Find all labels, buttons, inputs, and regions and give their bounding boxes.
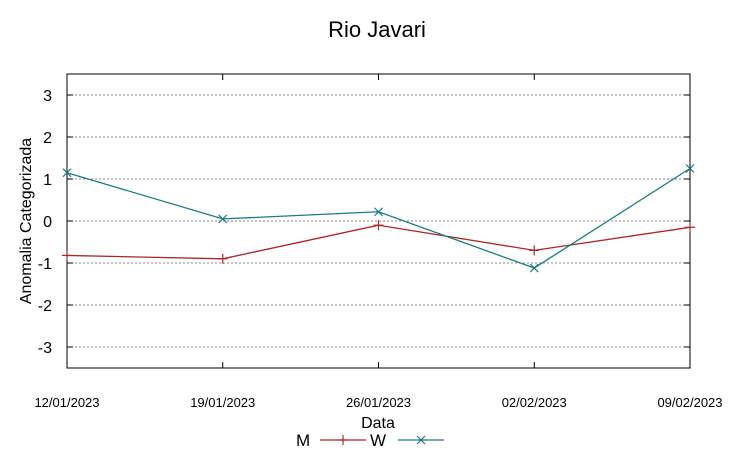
y-tick-label: -1 xyxy=(38,256,52,273)
x-axis-label: Data xyxy=(361,415,395,432)
y-tick-label: -3 xyxy=(38,340,52,357)
x-tick-label: 26/01/2023 xyxy=(346,395,411,410)
y-tick-label: 3 xyxy=(43,88,52,105)
legend-label-w: W xyxy=(370,431,386,450)
y-tick-label: 0 xyxy=(43,214,52,231)
y-axis-label: Anomalia Categorizada xyxy=(18,138,35,304)
x-tick-label: 12/01/2023 xyxy=(34,395,99,410)
data-point-w xyxy=(218,214,228,224)
data-point-w xyxy=(374,207,383,217)
series-group xyxy=(62,164,695,273)
y-axis: 3 2 1 0 -1 -2 -3 xyxy=(38,88,690,357)
x-axis: 12/01/2023 19/01/2023 26/01/2023 02/02/2023… xyxy=(34,74,723,410)
y-tick-label: -2 xyxy=(38,298,52,315)
legend-marker-w xyxy=(416,435,426,445)
legend-sample-m xyxy=(320,435,366,445)
x-tick-label: 19/01/2023 xyxy=(190,395,255,410)
series-line-w xyxy=(66,167,691,269)
data-point-w xyxy=(685,164,695,173)
chart-title: Rio Javari xyxy=(328,17,426,42)
y-tick-label: 1 xyxy=(43,172,52,189)
data-point-w xyxy=(62,168,72,178)
data-point-m xyxy=(529,245,540,256)
y-tick-label: 2 xyxy=(43,130,52,147)
legend-marker-m xyxy=(338,435,348,445)
legend-sample-w xyxy=(398,435,444,445)
data-point-m xyxy=(685,222,695,233)
data-point-m xyxy=(62,250,72,261)
data-point-m xyxy=(217,253,228,264)
legend: M W xyxy=(296,431,444,450)
x-tick-label: 09/02/2023 xyxy=(657,395,722,410)
x-tick-label: 02/02/2023 xyxy=(502,395,567,410)
data-point-w xyxy=(529,263,539,273)
data-point-m xyxy=(373,220,384,231)
legend-label-m: M xyxy=(296,431,310,450)
series-line-m xyxy=(66,224,691,260)
